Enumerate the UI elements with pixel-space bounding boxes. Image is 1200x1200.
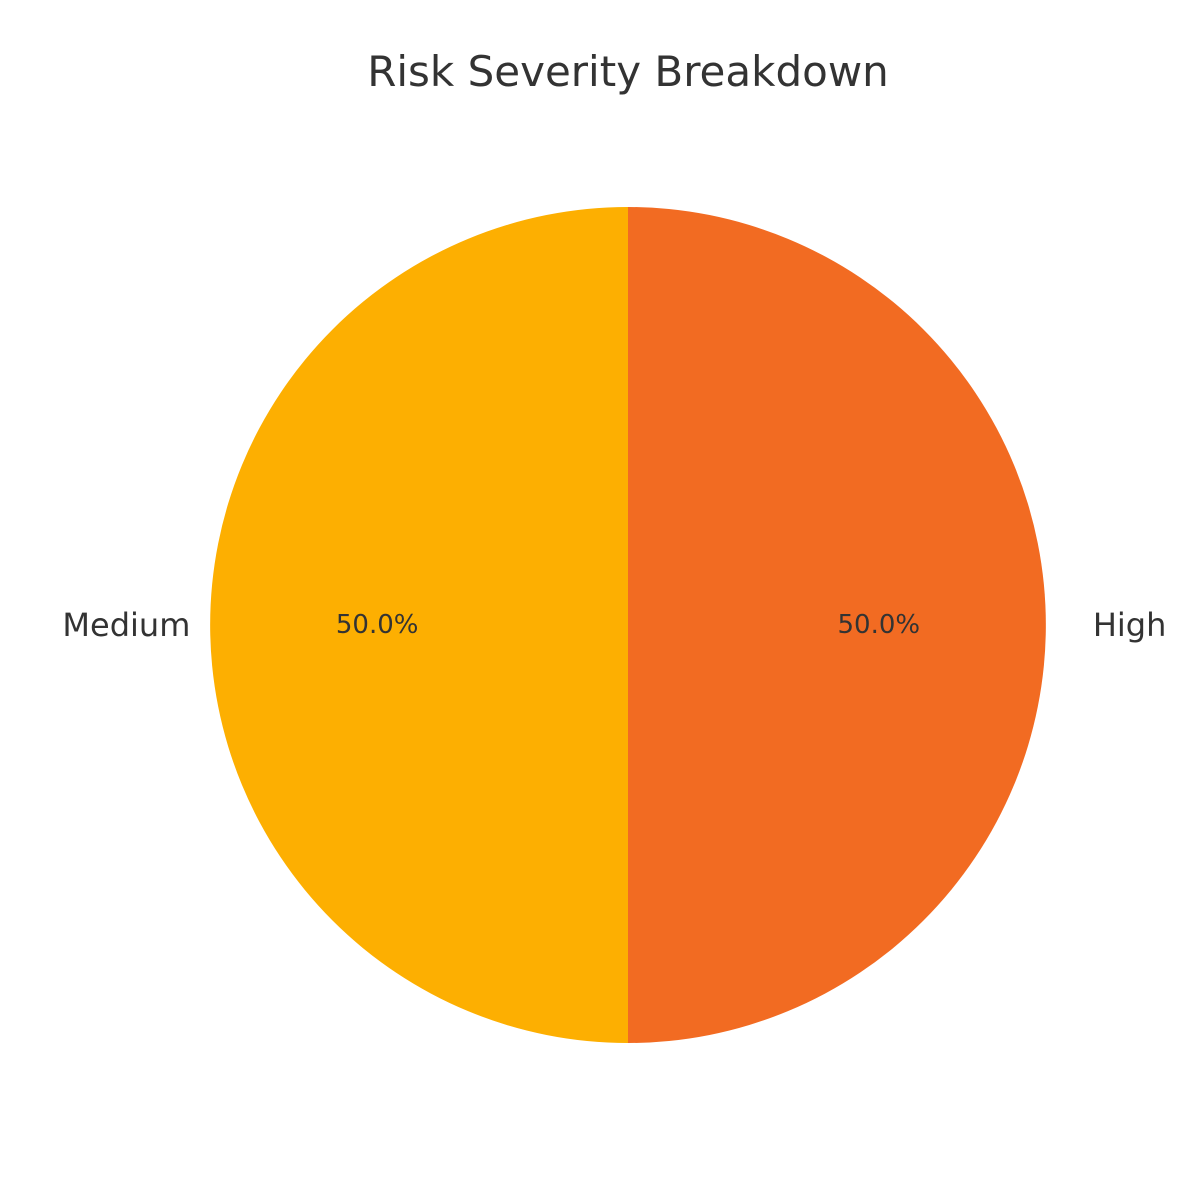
slice-label-medium: Medium: [62, 606, 190, 644]
percent-label-high: 50.0%: [837, 610, 920, 640]
chart-title: Risk Severity Breakdown: [367, 47, 889, 96]
percent-label-medium: 50.0%: [336, 610, 419, 640]
slice-label-high: High: [1093, 606, 1167, 644]
pie-slice-high: [628, 207, 1046, 1043]
pie-slices: [210, 207, 1046, 1043]
pie-slice-medium: [210, 207, 628, 1043]
pie-labels: High 50.0% Medium 50.0%: [62, 606, 1166, 644]
